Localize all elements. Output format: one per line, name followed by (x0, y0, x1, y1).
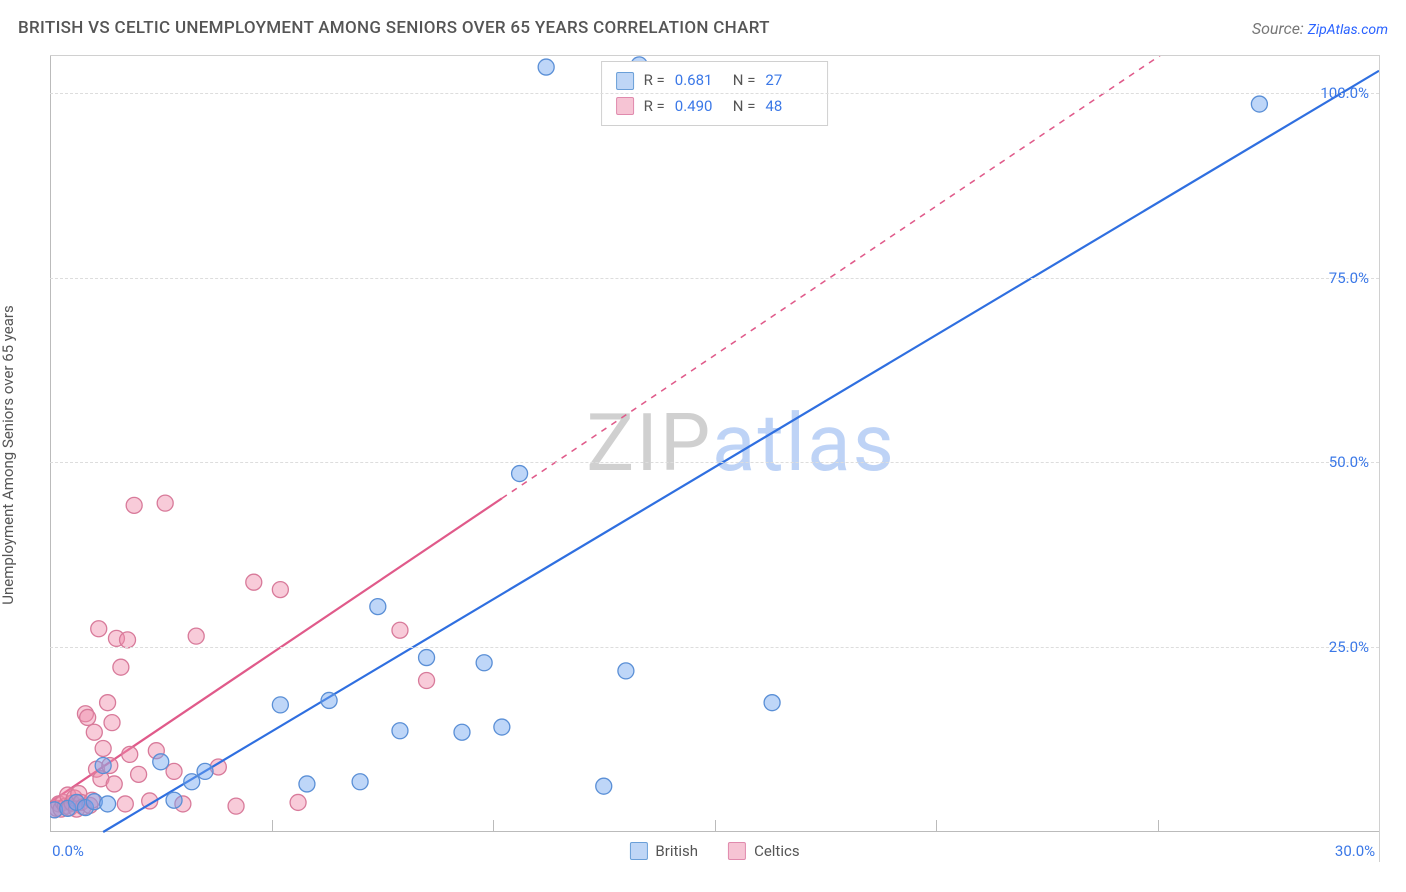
grid-line (50, 278, 1379, 279)
stat-n-value-british: 27 (765, 68, 813, 94)
legend-label-british: British (655, 842, 698, 860)
legend-label-celtics: Celtics (754, 842, 800, 860)
x-tick-label-left: 0.0% (52, 842, 84, 860)
chart-area: ZIPatlas R = 0.681 N = 27 R = 0.490 N = … (50, 55, 1380, 862)
stat-r-value-british: 0.681 (675, 68, 723, 94)
legend-swatch-british (629, 842, 647, 860)
y-tick-label: 75.0% (1329, 269, 1369, 287)
stats-row-british: R = 0.681 N = 27 (616, 68, 814, 94)
header-row: BRITISH VS CELTIC UNEMPLOYMENT AMONG SEN… (18, 18, 1388, 38)
stat-r-value-celtics: 0.490 (675, 94, 723, 120)
y-tick-label: 50.0% (1329, 453, 1369, 471)
x-tick-mark (936, 820, 937, 832)
source-prefix: Source: (1252, 19, 1308, 38)
x-tick-mark (715, 820, 716, 832)
x-tick-label-right: 30.0% (1335, 842, 1375, 860)
grid-line (50, 462, 1379, 463)
swatch-celtics (616, 97, 634, 115)
swatch-british (616, 72, 634, 90)
legend-item-british: British (629, 842, 698, 860)
stats-row-celtics: R = 0.490 N = 48 (616, 94, 814, 120)
legend-item-celtics: Celtics (728, 842, 800, 860)
stat-r-label2: R = (644, 94, 665, 120)
x-tick-mark (493, 820, 494, 832)
stat-n-value-celtics: 48 (765, 94, 813, 120)
x-tick-mark (1158, 820, 1159, 832)
source-link[interactable]: ZipAtlas.com (1308, 22, 1388, 38)
stat-n-label2: N = (733, 94, 756, 120)
y-tick-label: 25.0% (1329, 638, 1369, 656)
stat-n-label: N = (733, 68, 756, 94)
chart-title: BRITISH VS CELTIC UNEMPLOYMENT AMONG SEN… (18, 18, 770, 38)
grid-line (50, 647, 1379, 648)
grid-line (50, 93, 1379, 94)
stat-r-label: R = (644, 68, 665, 94)
y-axis-label: Unemployment Among Seniors over 65 years (0, 305, 17, 604)
legend-swatch-celtics (728, 842, 746, 860)
series-legend: British Celtics (629, 842, 799, 860)
x-tick-mark (272, 820, 273, 832)
y-tick-label: 100.0% (1320, 84, 1369, 102)
plot-svg (50, 56, 1379, 862)
source-attribution: Source: ZipAtlas.com (1252, 19, 1388, 38)
